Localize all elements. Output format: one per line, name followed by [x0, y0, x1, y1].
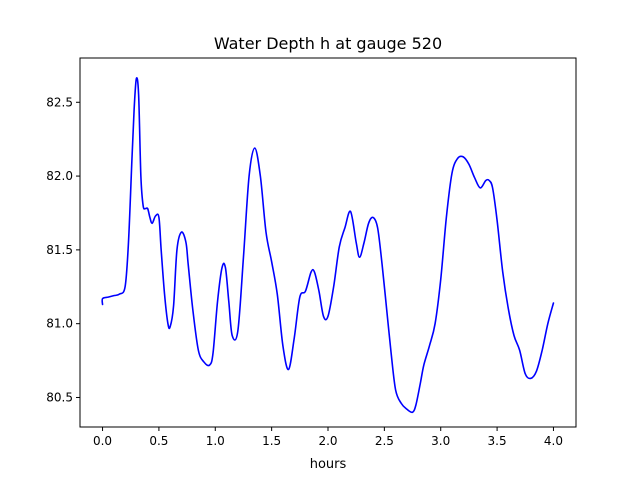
series-line: [101, 77, 555, 414]
x-tick-label: 0.5: [149, 434, 168, 448]
x-tick-label: 0.0: [93, 434, 112, 448]
y-tick-label: 81.0: [46, 317, 73, 331]
chart-title: Water Depth h at gauge 520: [214, 34, 442, 53]
x-tick-label: 1.5: [262, 434, 281, 448]
x-axis-label: hours: [310, 457, 347, 472]
x-tick-label: 3.5: [488, 434, 507, 448]
series-layer: [101, 77, 555, 414]
x-tick-label: 1.0: [206, 434, 225, 448]
y-tick-label: 82.0: [46, 169, 73, 183]
y-tick-label: 80.5: [46, 390, 73, 404]
x-tick-label: 3.0: [431, 434, 450, 448]
x-tick-label: 2.5: [375, 434, 394, 448]
y-axis: 80.5 81.0 81.5 82.0 82.5: [46, 95, 80, 404]
x-tick-label: 2.0: [318, 434, 337, 448]
x-tick-label: 4.0: [544, 434, 563, 448]
x-axis: 0.0 0.5 1.0 1.5 2.0 2.5 3.0 3.5 4.0: [93, 427, 563, 448]
y-tick-label: 82.5: [46, 95, 73, 109]
y-tick-label: 81.5: [46, 243, 73, 257]
